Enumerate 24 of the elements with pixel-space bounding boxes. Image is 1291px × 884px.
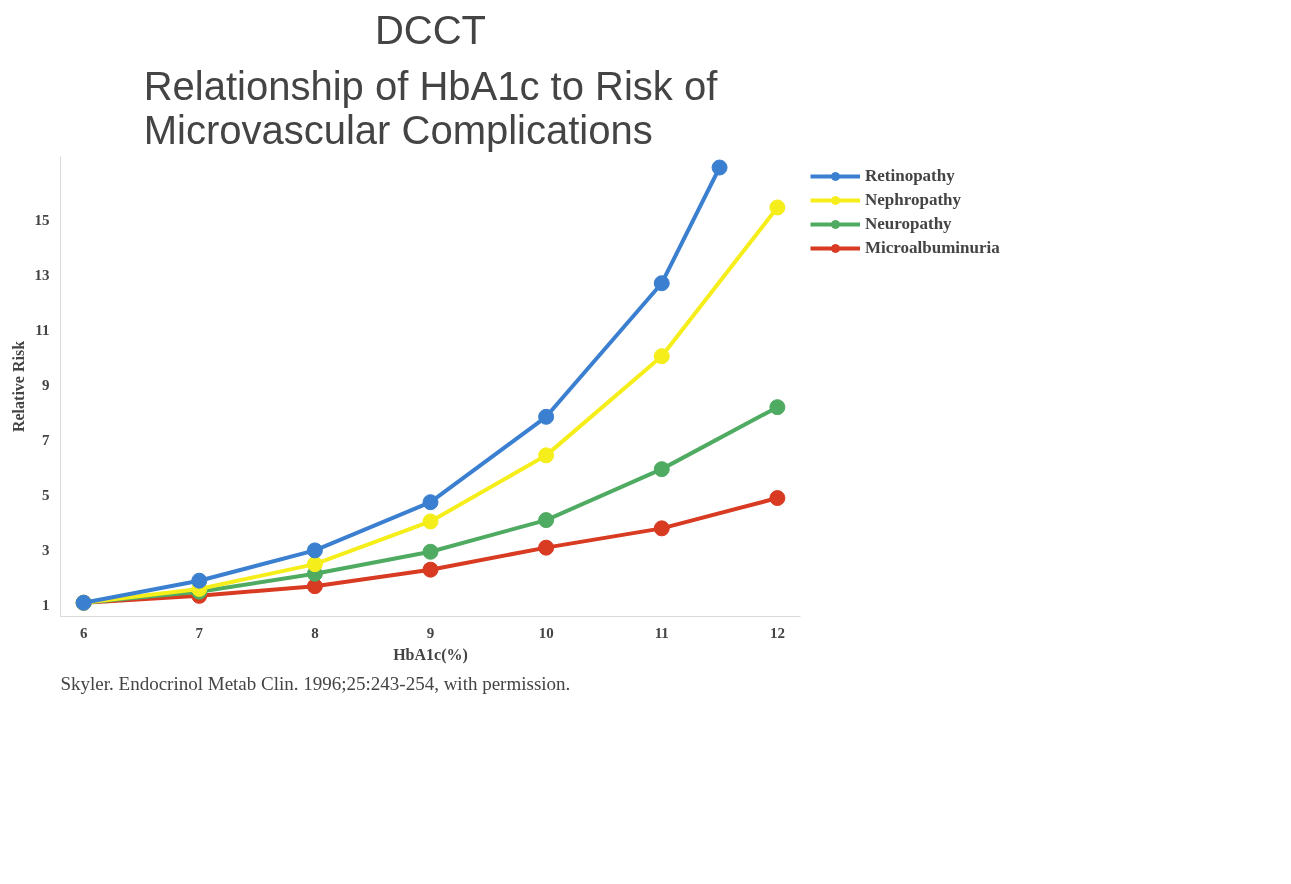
text: Skyler. Endocrinol Metab Clin. 1996;25:243-254, with permission. (60, 672, 571, 694)
y-tick-label: 5 (42, 487, 50, 504)
legend-label: Neuropathy (865, 214, 952, 234)
y-tick-label: 7 (42, 432, 50, 449)
x-tick-label: 7 (195, 624, 204, 641)
x-tick-label: 10 (538, 624, 554, 641)
y-tick-label: 15 (34, 211, 50, 228)
chart-title: DCCT (374, 7, 487, 52)
y-tick-label: 3 (42, 542, 50, 559)
x-tick-label: 9 (426, 624, 435, 641)
legend-label: Nephropathy (865, 190, 962, 210)
legend-label: Retinopathy (865, 166, 955, 186)
x-tick-label: 6 (79, 624, 88, 641)
x-axis-title: HbA1c(%) (393, 645, 468, 664)
x-tick-label: 12 (769, 624, 785, 641)
y-tick-label: 1 (42, 597, 50, 614)
chart-subtitle: Relationship of HbA1c to Risk of Microvascular Complications (143, 63, 719, 152)
y-tick-label: 9 (42, 377, 50, 394)
y-tick-label: 13 (34, 266, 50, 283)
y-tick-label: 11 (35, 322, 50, 339)
y-axis-title: Relative Risk (9, 340, 27, 433)
x-tick-label: 8 (311, 624, 319, 641)
legend-label: Microalbuminuria (865, 238, 1000, 258)
x-tick-label: 11 (654, 624, 669, 641)
